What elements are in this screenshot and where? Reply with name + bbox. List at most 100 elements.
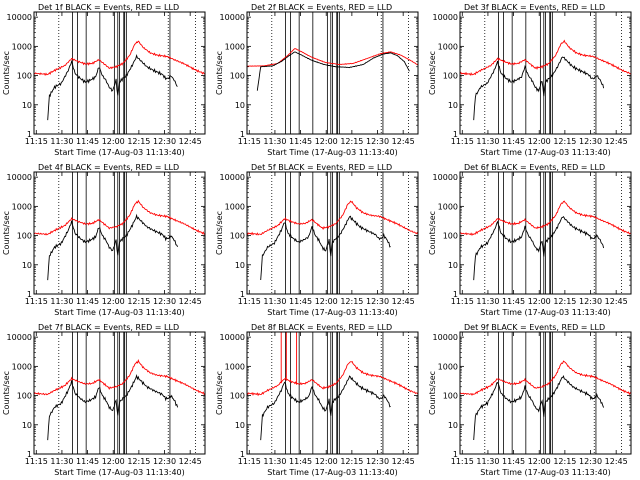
x-axis-label: Start Time (17-Aug-03 11:13:40)	[54, 468, 185, 477]
x-tick-label: 12:00	[528, 297, 551, 306]
y-tick-label: 1000	[12, 42, 32, 51]
x-axis-label: Start Time (17-Aug-03 11:13:40)	[480, 148, 611, 157]
y-tick-label: 10	[22, 421, 32, 430]
lld-series-line	[459, 39, 632, 76]
x-axis-label: Start Time (17-Aug-03 11:13:40)	[267, 308, 398, 317]
panel-title: Det 1f BLACK = Events, RED = LLD	[38, 3, 179, 12]
lld-series-line	[246, 48, 419, 67]
y-tick-label: 100	[443, 232, 458, 241]
x-tick-label: 11:30	[476, 297, 499, 306]
y-axis-label: Counts/sec	[428, 371, 437, 415]
x-tick-label: 11:15	[25, 297, 48, 306]
y-axis-label: Counts/sec	[428, 51, 437, 95]
detector-panel-8: Det 8f BLACK = Events, RED = LLD 1 10 100 10…	[215, 323, 419, 477]
x-tick-label: 12:30	[579, 457, 602, 466]
y-tick-label: 1000	[438, 42, 458, 51]
events-series-line	[260, 215, 391, 281]
x-tick-label: 12:15	[340, 297, 363, 306]
x-tick-label: 11:15	[238, 457, 261, 466]
panel-title: Det 9f BLACK = Events, RED = LLD	[464, 323, 605, 332]
y-tick-label: 100	[230, 392, 245, 401]
panel-title: Det 5f BLACK = Events, RED = LLD	[251, 163, 392, 172]
y-tick-label: 1	[27, 130, 32, 139]
x-tick-label: 12:15	[340, 137, 363, 146]
x-tick-label: 11:30	[50, 457, 73, 466]
x-tick-label: 12:15	[553, 297, 576, 306]
x-tick-label: 12:30	[366, 297, 389, 306]
x-tick-label: 11:30	[50, 137, 73, 146]
detector-panel-4: Det 4f BLACK = Events, RED = LLD 1 10 100 10…	[2, 163, 206, 317]
x-tick-label: 12:30	[366, 457, 389, 466]
y-tick-label: 10	[235, 101, 245, 110]
detector-panel-2: Det 2f BLACK = Events, RED = LLD 1 10 100 10…	[215, 3, 419, 157]
y-tick-label: 10	[22, 261, 32, 270]
lld-series-line	[33, 359, 206, 396]
x-tick-label: 12:00	[102, 137, 125, 146]
x-tick-label: 11:30	[476, 137, 499, 146]
x-tick-label: 11:45	[289, 297, 312, 306]
x-tick-label: 11:45	[289, 137, 312, 146]
plot-frame	[33, 11, 206, 135]
y-tick-label: 10	[22, 101, 32, 110]
y-axis-label: Counts/sec	[2, 371, 11, 415]
x-tick-label: 12:00	[102, 457, 125, 466]
y-tick-label: 1000	[438, 202, 458, 211]
lld-series-line	[459, 360, 632, 396]
y-tick-label: 10	[448, 261, 458, 270]
panel-title: Det 6f BLACK = Events, RED = LLD	[464, 163, 605, 172]
x-tick-label: 11:30	[50, 297, 73, 306]
x-tick-label: 11:15	[238, 297, 261, 306]
x-tick-label: 12:45	[605, 457, 628, 466]
x-axis-label: Start Time (17-Aug-03 11:13:40)	[267, 148, 398, 157]
lld-series-line	[246, 200, 419, 236]
y-tick-label: 10	[448, 421, 458, 430]
x-tick-label: 12:30	[579, 137, 602, 146]
y-tick-label: 100	[443, 72, 458, 81]
x-tick-label: 12:15	[127, 137, 150, 146]
detector-panel-9: Det 9f BLACK = Events, RED = LLD 1 10 100 10…	[428, 323, 632, 477]
x-axis-label: Start Time (17-Aug-03 11:13:40)	[267, 468, 398, 477]
x-tick-label: 12:15	[127, 457, 150, 466]
x-tick-label: 12:30	[366, 137, 389, 146]
plot-frame	[459, 171, 632, 295]
y-axis-label: Counts/sec	[2, 51, 11, 95]
x-axis-label: Start Time (17-Aug-03 11:13:40)	[480, 308, 611, 317]
y-tick-label: 1	[240, 130, 245, 139]
x-tick-label: 12:45	[179, 457, 202, 466]
y-tick-label: 100	[230, 232, 245, 241]
x-tick-label: 12:45	[605, 137, 628, 146]
plot-frame	[33, 331, 206, 455]
y-tick-label: 1000	[225, 42, 245, 51]
y-tick-label: 100	[443, 392, 458, 401]
plot-frame	[246, 11, 419, 135]
detector-panel-3: Det 3f BLACK = Events, RED = LLD 1 10 100 10…	[428, 3, 632, 157]
y-tick-label: 1	[27, 290, 32, 299]
x-tick-label: 12:15	[553, 457, 576, 466]
y-tick-label: 10000	[220, 173, 245, 182]
y-tick-label: 1	[240, 450, 245, 459]
x-tick-label: 12:45	[179, 297, 202, 306]
y-axis-label: Counts/sec	[215, 211, 224, 255]
y-tick-label: 10000	[220, 333, 245, 342]
y-tick-label: 10000	[7, 173, 32, 182]
x-axis-label: Start Time (17-Aug-03 11:13:40)	[54, 148, 185, 157]
x-tick-label: 12:15	[127, 297, 150, 306]
x-tick-label: 12:45	[392, 137, 415, 146]
y-tick-label: 1	[453, 130, 458, 139]
y-axis-label: Counts/sec	[428, 211, 437, 255]
panel-title: Det 4f BLACK = Events, RED = LLD	[38, 163, 179, 172]
x-tick-label: 12:30	[579, 297, 602, 306]
events-series-line	[473, 374, 605, 441]
events-series-line	[47, 374, 179, 441]
plot-frame	[459, 331, 632, 455]
x-tick-label: 11:45	[502, 457, 525, 466]
panel-title: Det 3f BLACK = Events, RED = LLD	[464, 3, 605, 12]
y-tick-label: 10000	[7, 333, 32, 342]
x-tick-label: 12:15	[340, 457, 363, 466]
y-axis-label: Counts/sec	[2, 211, 11, 255]
x-axis-label: Start Time (17-Aug-03 11:13:40)	[54, 308, 185, 317]
events-series-line	[473, 56, 605, 121]
x-tick-label: 11:45	[289, 457, 312, 466]
y-tick-label: 1000	[438, 362, 458, 371]
y-tick-label: 1	[27, 450, 32, 459]
